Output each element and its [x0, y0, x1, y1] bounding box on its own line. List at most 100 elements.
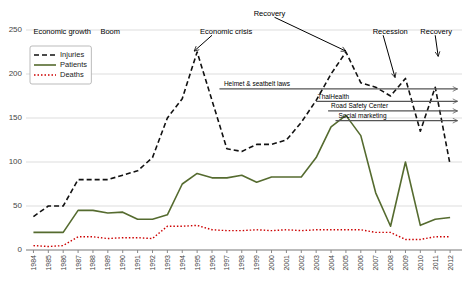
period-label: Recovery — [420, 27, 452, 36]
y-tick-label: 50 — [13, 201, 22, 210]
x-tick — [122, 250, 123, 253]
x-tick-label: 2005 — [342, 255, 349, 271]
x-tick-label: 1994 — [179, 255, 186, 271]
legend-label: Injuries — [60, 50, 84, 59]
x-tick — [390, 250, 391, 253]
policy-arrow — [336, 120, 458, 121]
period-arrow — [194, 35, 212, 51]
x-tick — [316, 250, 317, 253]
x-tick — [286, 250, 287, 253]
x-tick-label: 1992 — [149, 255, 156, 271]
policy-arrow — [219, 88, 457, 89]
legend-label: Deaths — [60, 70, 84, 79]
grid-line — [26, 206, 462, 207]
x-tick-label: 2010 — [417, 255, 424, 271]
x-tick-label: 1985 — [45, 255, 52, 271]
policy-label: Social marketing — [338, 112, 386, 120]
x-tick — [63, 250, 64, 253]
legend-swatch — [34, 74, 56, 75]
x-tick-label: 1996 — [209, 255, 216, 271]
legend-box — [30, 46, 91, 84]
x-tick — [182, 250, 183, 253]
x-tick — [450, 250, 451, 253]
legend-label: Patients — [60, 60, 87, 69]
x-tick — [360, 250, 361, 253]
x-tick-label: 2001 — [283, 255, 290, 271]
x-tick — [33, 250, 34, 253]
x-tick — [435, 250, 436, 253]
x-tick — [226, 250, 227, 253]
x-tick — [241, 250, 242, 253]
x-tick-label: 1999 — [253, 255, 260, 271]
x-tick — [345, 250, 346, 253]
period-label: Economic crisis — [200, 27, 252, 36]
y-tick-label: 100 — [9, 157, 23, 166]
x-tick — [48, 250, 49, 253]
x-axis-line — [26, 250, 462, 251]
grid-line — [26, 162, 462, 163]
period-label: Boom — [100, 27, 120, 36]
policy-label: Helmet & seatbelt laws — [224, 80, 291, 87]
x-tick — [92, 250, 93, 253]
grid-line — [26, 118, 462, 119]
series-line — [33, 115, 450, 232]
x-tick — [405, 250, 406, 253]
x-axis: 1984 1985 1986 1987 1988 1989 1990 1991 1992 1993… — [26, 250, 462, 271]
x-tick-label: 2007 — [372, 255, 379, 271]
x-tick — [256, 250, 257, 253]
x-tick-label: 2000 — [268, 255, 275, 271]
x-tick-label: 2009 — [402, 255, 409, 271]
legend: InjuriesPatientsDeaths — [30, 46, 91, 84]
x-tick-label: 2008 — [387, 255, 394, 271]
period-arrow — [275, 17, 346, 51]
y-tick-label: 250 — [9, 25, 23, 34]
period-arrow — [383, 35, 395, 77]
x-tick-label: 1988 — [89, 255, 96, 271]
x-tick — [271, 250, 272, 253]
x-tick — [212, 250, 213, 253]
x-tick-label: 1997 — [223, 255, 230, 271]
x-tick — [331, 250, 332, 253]
chart: 0501001502002501984198519861987198819891… — [0, 0, 474, 282]
x-tick-label: 1991 — [134, 255, 141, 271]
x-tick — [301, 250, 302, 253]
series-line — [33, 52, 450, 217]
policy-label: Road Safety Center — [331, 102, 389, 110]
x-tick — [197, 250, 198, 253]
period-arrow — [435, 35, 438, 56]
x-tick — [152, 250, 153, 253]
grid-line — [26, 250, 462, 251]
x-tick-label: 1993 — [164, 255, 171, 271]
x-tick-label: 1989 — [104, 255, 111, 271]
x-tick-label: 2003 — [313, 255, 320, 271]
x-tick-label: 2012 — [447, 255, 454, 271]
x-tick-label: 2011 — [432, 255, 439, 270]
x-tick-label: 1984 — [30, 255, 37, 271]
legend-swatch — [34, 64, 56, 66]
y-tick-label: 200 — [9, 69, 23, 78]
y-tick-label: 0 — [18, 245, 23, 254]
series-line — [33, 225, 450, 246]
period-label: Recovery — [254, 9, 286, 18]
x-tick-label: 1990 — [119, 255, 126, 271]
x-tick — [167, 250, 168, 253]
x-tick — [375, 250, 376, 253]
policy-label: ThaiHealth — [318, 93, 350, 100]
y-tick-label: 150 — [9, 113, 23, 122]
x-tick — [420, 250, 421, 253]
x-tick-label: 2004 — [328, 255, 335, 271]
legend-swatch — [34, 54, 56, 56]
lines — [33, 52, 450, 246]
x-tick-label: 1987 — [75, 255, 82, 271]
x-tick-label: 2002 — [298, 255, 305, 271]
x-tick-label: 2006 — [357, 255, 364, 271]
x-tick — [137, 250, 138, 253]
x-tick — [107, 250, 108, 253]
x-tick — [78, 250, 79, 253]
period-label: Economic growth — [33, 27, 91, 36]
x-tick-label: 1986 — [60, 255, 67, 271]
x-tick-label: 1995 — [194, 255, 201, 271]
x-tick-label: 1998 — [238, 255, 245, 271]
period-label: Recession — [373, 27, 408, 36]
annotations: Economic growthBoomEconomic crisisRecove… — [33, 9, 457, 121]
